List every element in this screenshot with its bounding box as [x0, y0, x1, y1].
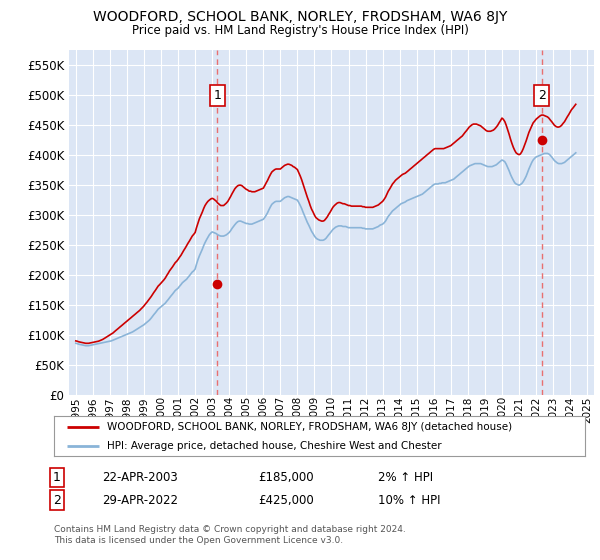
Text: Contains HM Land Registry data © Crown copyright and database right 2024.
This d: Contains HM Land Registry data © Crown c… [54, 525, 406, 545]
Text: 22-APR-2003: 22-APR-2003 [102, 471, 178, 484]
Text: £185,000: £185,000 [258, 471, 314, 484]
Text: 2% ↑ HPI: 2% ↑ HPI [378, 471, 433, 484]
Text: HPI: Average price, detached house, Cheshire West and Chester: HPI: Average price, detached house, Ches… [107, 441, 442, 451]
Text: 2: 2 [53, 493, 61, 507]
Text: 29-APR-2022: 29-APR-2022 [102, 493, 178, 507]
Text: Price paid vs. HM Land Registry's House Price Index (HPI): Price paid vs. HM Land Registry's House … [131, 24, 469, 36]
Text: 2: 2 [538, 89, 545, 102]
Text: 10% ↑ HPI: 10% ↑ HPI [378, 493, 440, 507]
Text: WOODFORD, SCHOOL BANK, NORLEY, FRODSHAM, WA6 8JY (detached house): WOODFORD, SCHOOL BANK, NORLEY, FRODSHAM,… [107, 422, 512, 432]
Text: WOODFORD, SCHOOL BANK, NORLEY, FRODSHAM, WA6 8JY: WOODFORD, SCHOOL BANK, NORLEY, FRODSHAM,… [93, 10, 507, 24]
Text: £425,000: £425,000 [258, 493, 314, 507]
Text: 1: 1 [53, 471, 61, 484]
Text: 1: 1 [214, 89, 221, 102]
